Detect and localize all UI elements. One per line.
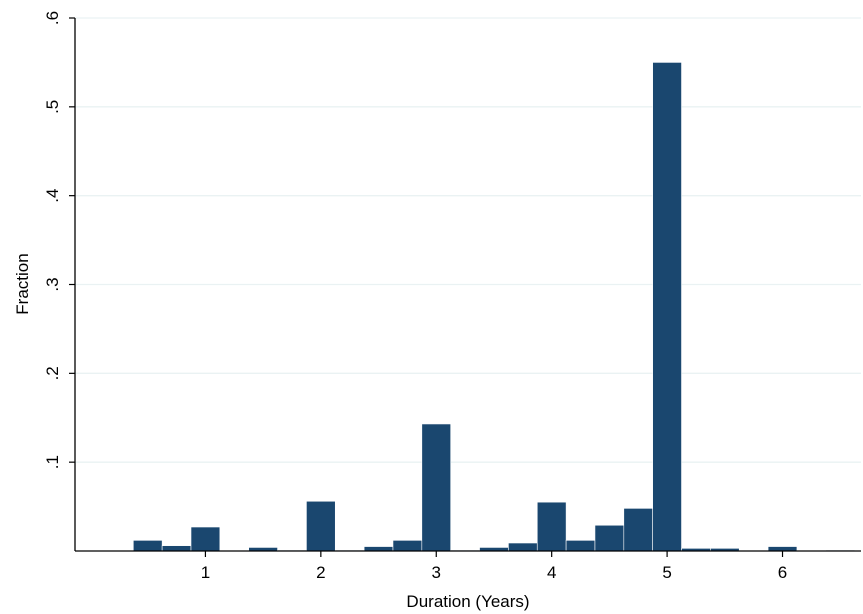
bar-13: [508, 542, 538, 552]
x-axis-title: Duration (Years): [406, 592, 529, 611]
y-axis-title: Fraction: [13, 253, 32, 314]
bar-8: [363, 546, 394, 552]
y-tick-label-5: .6: [43, 11, 62, 25]
bar-22: [767, 546, 798, 552]
x-tick-label-3: 4: [547, 563, 556, 582]
x-tick-label-1: 2: [316, 563, 325, 582]
bar-2: [190, 526, 221, 552]
x-tick-label-4: 5: [662, 563, 671, 582]
bar-6: [306, 500, 336, 552]
bar-16: [594, 524, 625, 552]
y-tick-label-4: .5: [43, 100, 62, 114]
bars: [132, 62, 855, 552]
bar-0: [132, 540, 163, 552]
bar-15: [565, 540, 596, 552]
bar-9: [392, 540, 423, 552]
y-tick-label-1: .2: [43, 366, 62, 380]
bar-14: [536, 501, 567, 552]
gridlines: [75, 17, 861, 463]
x-tick-label-5: 6: [778, 563, 787, 582]
bar-10: [421, 423, 451, 552]
bar-17: [623, 508, 653, 552]
x-tick-label-2: 3: [432, 563, 441, 582]
y-tick-label-2: .3: [43, 277, 62, 291]
y-tick-label-0: .1: [43, 455, 62, 469]
x-tick-label-0: 1: [201, 563, 210, 582]
y-axis-ticks: .1 .2 .3 .4 .5 .6: [43, 11, 75, 469]
bar-18: [652, 62, 682, 552]
x-axis-ticks: 1 2 3 4 5 6: [201, 551, 787, 582]
bar-1: [161, 545, 192, 552]
y-tick-label-3: .4: [43, 189, 62, 203]
